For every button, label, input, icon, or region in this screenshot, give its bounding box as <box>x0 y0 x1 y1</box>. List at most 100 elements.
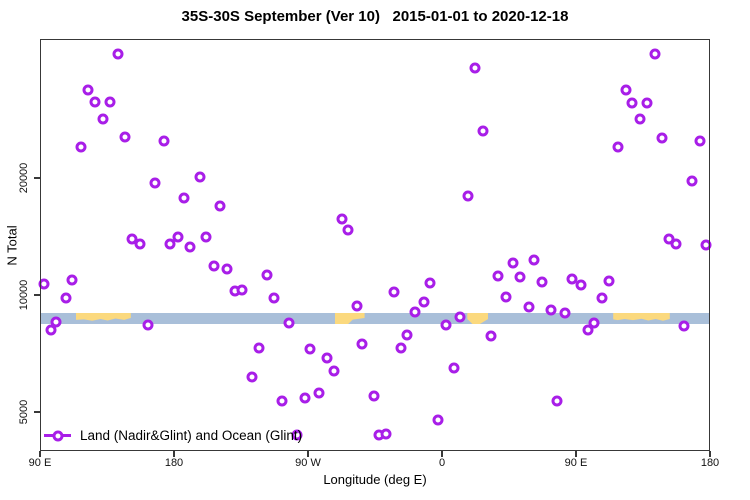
data-point <box>172 231 184 243</box>
data-point <box>432 414 444 426</box>
map-band-ocean <box>40 313 710 324</box>
data-point <box>694 135 706 147</box>
x-tick-label: 180 <box>164 457 184 469</box>
data-point <box>342 224 354 236</box>
data-point <box>559 307 571 319</box>
x-tick-label: 180 <box>700 457 720 469</box>
data-point <box>656 132 668 144</box>
data-point <box>356 338 368 350</box>
plot-frame <box>40 39 710 451</box>
data-point <box>214 200 226 212</box>
data-point <box>336 213 348 225</box>
data-point <box>321 352 333 364</box>
x-tick <box>39 451 41 457</box>
data-point <box>328 365 340 377</box>
legend-label: Land (Nadir&Glint) and Ocean (Glint) <box>80 428 303 443</box>
legend-line <box>44 430 71 441</box>
chart-title: 35S-30S September (Ver 10) 2015-01-01 to… <box>181 8 569 25</box>
data-point <box>200 231 212 243</box>
data-point <box>634 113 646 125</box>
data-point <box>536 276 548 288</box>
data-point <box>626 97 638 109</box>
data-point <box>60 292 72 304</box>
data-point <box>246 371 258 383</box>
x-tick <box>173 451 175 457</box>
data-point <box>409 306 421 318</box>
data-point <box>641 97 653 109</box>
data-point <box>514 271 526 283</box>
data-point <box>276 395 288 407</box>
data-point <box>477 125 489 137</box>
data-point <box>507 257 519 269</box>
data-point <box>388 286 400 298</box>
data-point <box>304 343 316 355</box>
y-tick-label: 5000 <box>18 399 30 425</box>
x-tick <box>709 451 711 457</box>
y-tick-label: 20000 <box>18 162 30 194</box>
data-point <box>112 48 124 60</box>
data-point <box>208 260 220 272</box>
data-point <box>424 277 436 289</box>
data-point <box>82 84 94 96</box>
data-point <box>164 238 176 250</box>
map-band-land-australia <box>613 313 670 321</box>
x-axis-title: Longitude (deg E) <box>323 472 427 487</box>
map-band-land-australia <box>75 313 131 321</box>
map-band-land-south-america <box>334 313 365 324</box>
data-point <box>194 171 206 183</box>
data-point <box>551 395 563 407</box>
data-point <box>283 317 295 329</box>
data-point <box>528 254 540 266</box>
data-point <box>253 342 265 354</box>
data-point <box>545 304 557 316</box>
x-tick-label: 90 E <box>564 457 588 469</box>
data-point <box>492 270 504 282</box>
data-point <box>401 329 413 341</box>
data-point <box>119 131 131 143</box>
data-point <box>299 392 311 404</box>
data-point <box>134 238 146 250</box>
data-point <box>588 317 600 329</box>
data-point <box>603 275 615 287</box>
data-point <box>66 274 78 286</box>
data-point <box>418 296 430 308</box>
data-point <box>97 113 109 125</box>
data-point <box>566 273 578 285</box>
data-point <box>351 300 363 312</box>
x-tick <box>575 451 577 457</box>
data-point <box>448 362 460 374</box>
y-tick-label: 10000 <box>18 279 30 311</box>
x-tick-label: 90 E <box>28 457 52 469</box>
data-point <box>620 84 632 96</box>
data-point <box>612 141 624 153</box>
data-point <box>500 291 512 303</box>
data-point <box>485 330 497 342</box>
legend: Land (Nadir&Glint) and Ocean (Glint) <box>44 428 302 443</box>
data-point <box>50 316 62 328</box>
data-point <box>221 263 233 275</box>
y-tick <box>34 410 40 413</box>
data-point <box>178 192 190 204</box>
data-point <box>462 190 474 202</box>
y-tick <box>34 177 40 180</box>
data-point <box>678 320 690 332</box>
map-band-land-southern-africa <box>467 313 489 324</box>
data-point <box>523 301 535 313</box>
data-point <box>291 429 303 441</box>
y-axis-title: N Total <box>4 225 20 266</box>
x-tick <box>441 451 443 457</box>
legend-open-circle-icon <box>52 430 63 441</box>
x-tick-label: 0 <box>438 457 446 469</box>
data-point <box>268 292 280 304</box>
data-point <box>582 324 594 336</box>
data-point <box>469 62 481 74</box>
data-point <box>440 319 452 331</box>
data-point <box>670 238 682 250</box>
data-point <box>454 311 466 323</box>
data-point <box>149 177 161 189</box>
data-point <box>368 390 380 402</box>
data-point <box>596 292 608 304</box>
data-point <box>313 387 325 399</box>
data-point <box>261 269 273 281</box>
